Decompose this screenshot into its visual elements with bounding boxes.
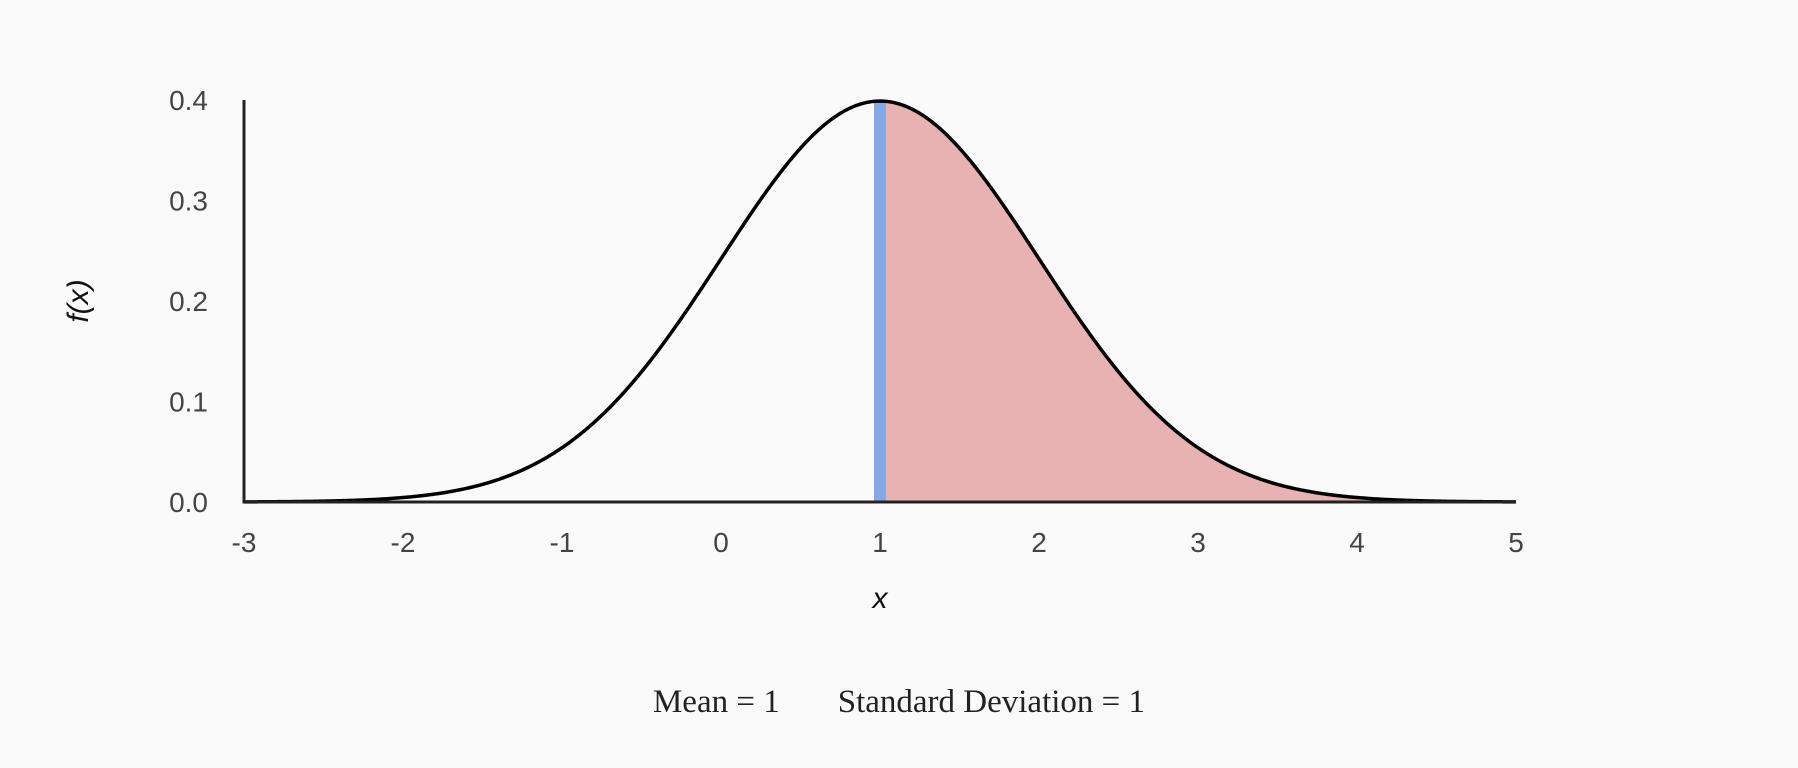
sd-caption: Standard Deviation = 1 [837, 684, 1146, 720]
x-tick-label: 1 [872, 527, 888, 558]
y-tick-label: 0.2 [169, 286, 208, 317]
y-tick-label: 0.0 [169, 487, 208, 518]
x-axis-title: x [871, 582, 889, 615]
chart-caption: Mean = 1 Standard Deviation = 1 [0, 684, 1798, 721]
y-tick-label: 0.4 [169, 85, 208, 116]
y-tick-label: 0.1 [169, 387, 208, 418]
mean-caption: Mean = 1 [652, 684, 780, 720]
x-tick-label: 5 [1508, 527, 1524, 558]
x-tick-label: -2 [391, 527, 416, 558]
y-axis-title: f(x) [62, 279, 95, 322]
x-tick-label: 0 [713, 527, 729, 558]
x-tick-label: -1 [550, 527, 575, 558]
x-tick-label: 2 [1031, 527, 1047, 558]
density-curve [243, 99, 1517, 504]
shaded-area [880, 101, 1516, 502]
x-tick-label: 3 [1190, 527, 1206, 558]
x-tick-label: 4 [1349, 527, 1365, 558]
x-tick-label: -3 [232, 527, 257, 558]
y-tick-label: 0.3 [169, 186, 208, 217]
